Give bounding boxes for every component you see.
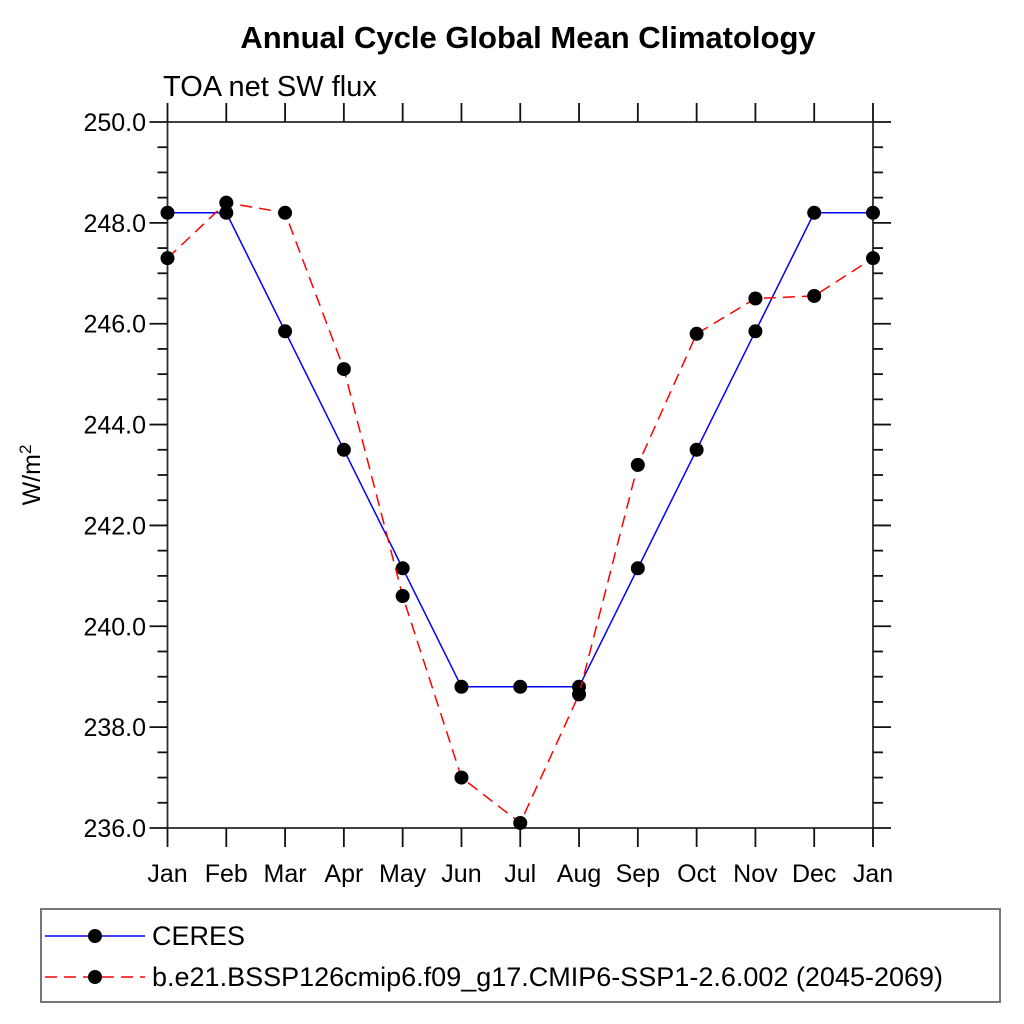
y-tick-label: 250.0 xyxy=(83,109,146,137)
data-point-marker xyxy=(395,589,410,604)
data-point-marker xyxy=(513,815,528,830)
x-axis-labels: Jan Feb Mar Apr May Jun Jul Aug Sep Oct Nov Dec Jan xyxy=(147,860,893,888)
data-point-marker xyxy=(336,442,351,457)
y-tick-label: 248.0 xyxy=(83,210,146,238)
model-series xyxy=(160,195,880,830)
plot-frame xyxy=(166,121,874,829)
x-tick-label: Mar xyxy=(264,860,307,888)
x-tick-label: Aug xyxy=(557,860,601,888)
axis-ticks xyxy=(149,103,891,847)
x-tick-label: Jan xyxy=(147,860,187,888)
ceres-series xyxy=(160,205,880,694)
x-tick-label: Feb xyxy=(205,860,248,888)
data-point-marker xyxy=(219,195,234,210)
chart-title: Annual Cycle Global Mean Climatology xyxy=(240,20,816,55)
chart-subtitle: TOA net SW flux xyxy=(163,71,377,103)
data-series xyxy=(160,195,880,830)
x-tick-label: Sep xyxy=(616,860,660,888)
data-point-marker xyxy=(866,205,880,220)
data-point-marker xyxy=(454,770,469,785)
x-tick-label: Jun xyxy=(441,860,481,888)
x-tick-label: Jul xyxy=(504,860,536,888)
data-point-marker xyxy=(630,561,645,576)
y-tick-label: 240.0 xyxy=(83,613,146,641)
y-axis-title: W/m2 xyxy=(16,445,46,506)
x-tick-label: Oct xyxy=(677,860,716,888)
data-point-marker xyxy=(160,251,175,266)
data-point-marker xyxy=(454,679,469,694)
data-point-marker xyxy=(572,687,587,702)
legend-box xyxy=(40,908,1001,1003)
data-point-marker xyxy=(160,205,175,220)
x-tick-label: May xyxy=(379,860,427,888)
data-point-marker xyxy=(278,205,293,220)
data-point-marker xyxy=(336,362,351,377)
x-tick-label: Nov xyxy=(733,860,778,888)
data-point-marker xyxy=(219,205,234,220)
y-tick-label: 236.0 xyxy=(83,815,146,843)
y-tick-label: 242.0 xyxy=(83,512,146,540)
data-point-marker xyxy=(395,561,410,576)
data-point-marker xyxy=(689,442,704,457)
y-axis-labels: 236.0 238.0 240.0 242.0 244.0 246.0 248.0 250.0 xyxy=(83,109,146,843)
data-point-marker xyxy=(807,205,822,220)
ceres-line xyxy=(167,212,873,688)
data-point-marker xyxy=(866,251,880,266)
data-point-marker xyxy=(689,326,704,341)
data-point-marker xyxy=(278,324,293,339)
y-tick-label: 244.0 xyxy=(83,412,146,440)
data-point-marker xyxy=(513,679,528,694)
legend: CERES b.e21.BSSP126cmip6.f09_g17.CMIP6-SS… xyxy=(40,908,1001,1003)
data-point-marker xyxy=(748,291,763,306)
y-tick-label: 246.0 xyxy=(83,311,146,339)
legend-marker xyxy=(88,929,102,943)
data-point-marker xyxy=(630,457,645,472)
x-tick-label: Apr xyxy=(324,860,363,888)
x-tick-label: Dec xyxy=(792,860,836,888)
model-line xyxy=(166,201,874,825)
legend-entry: b.e21.BSSP126cmip6.f09_g17.CMIP6-SSP1-2.… xyxy=(45,962,943,992)
data-point-marker xyxy=(807,288,822,303)
legend-marker xyxy=(88,970,102,984)
legend-label: b.e21.BSSP126cmip6.f09_g17.CMIP6-SSP1-2.… xyxy=(152,962,943,992)
x-tick-label: Jan xyxy=(853,860,893,888)
data-point-marker xyxy=(748,324,763,339)
y-tick-label: 238.0 xyxy=(83,714,146,742)
legend-label: CERES xyxy=(152,921,245,951)
legend-entry: CERES xyxy=(45,921,245,951)
